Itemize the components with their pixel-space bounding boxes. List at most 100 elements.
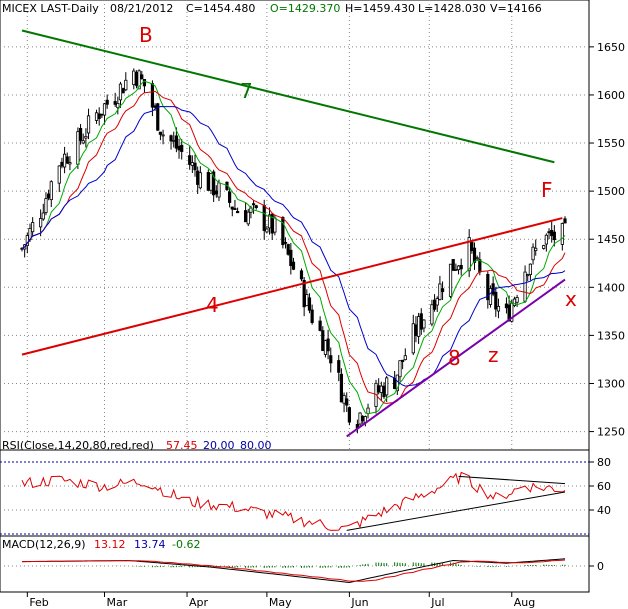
candle-body — [456, 265, 461, 271]
candle-body — [60, 161, 64, 167]
header-symbol: MICEX LAST-Daily — [2, 2, 99, 15]
macd-hist: -0.62 — [172, 538, 200, 551]
candle-body — [132, 70, 136, 85]
annotation-B: B — [139, 23, 153, 47]
candle-body — [39, 218, 43, 228]
price-tick-label-1600: 1600 — [597, 89, 625, 102]
candle-body — [172, 139, 176, 142]
rsi-header: RSI(Close,14,20,80,red,red) 57.45 20.00 … — [2, 439, 272, 452]
candle-body — [526, 274, 530, 277]
candle-body — [361, 416, 365, 422]
candle-body — [78, 127, 83, 141]
price-tick-label-1400: 1400 — [597, 281, 625, 294]
month-label-Jun: Jun — [350, 596, 368, 609]
candle-body — [84, 136, 88, 139]
candle-body — [193, 162, 197, 171]
candle-body — [233, 208, 237, 210]
candle-body — [451, 259, 455, 271]
candle-body — [228, 191, 232, 203]
ma-slow-line — [21, 105, 566, 387]
macd-panel — [0, 535, 590, 593]
price-tick-label-1450: 1450 — [597, 233, 625, 246]
candle-body — [339, 373, 344, 403]
candle-body — [414, 324, 418, 336]
price-panel — [0, 0, 590, 592]
candle-body — [454, 269, 458, 271]
candle-body — [523, 271, 527, 302]
candle-body — [337, 360, 341, 373]
candle-body — [286, 244, 290, 255]
candle-body — [68, 162, 72, 165]
candle-body — [467, 237, 471, 272]
candle-body — [230, 206, 234, 210]
candle-body — [198, 172, 202, 189]
candle-body — [430, 304, 434, 325]
candle-body — [150, 83, 155, 108]
candle-body — [432, 299, 437, 310]
annotation-7: 7 — [240, 79, 253, 103]
month-label-Apr: Apr — [189, 596, 209, 609]
candle-body — [470, 241, 474, 251]
candle-body — [102, 103, 107, 116]
candle-body — [243, 210, 248, 223]
candle-body — [281, 217, 285, 246]
candle-body — [140, 74, 144, 80]
macd-header: MACD(12,26,9) 13.12 13.74 -0.62 — [2, 538, 200, 551]
month-label-Jul: Jul — [430, 596, 444, 609]
candle-body — [302, 279, 306, 308]
candle-body — [419, 313, 423, 330]
rsi-lower: 20.00 — [203, 439, 235, 452]
header-high: H=1459.430 — [345, 2, 415, 15]
annotation-x: x — [565, 287, 577, 311]
candle-body — [472, 247, 477, 263]
candle-body — [76, 131, 80, 165]
candle-body — [342, 395, 346, 404]
candle-body — [142, 79, 147, 87]
candle-body — [47, 193, 51, 199]
header-close: C=1454.480 — [186, 2, 255, 15]
price-tick-label-1350: 1350 — [597, 329, 625, 342]
candle-body — [528, 263, 532, 275]
candle-body — [504, 303, 509, 309]
header-open: O=1429.370 — [270, 2, 340, 15]
rsi-tick-label-80: 80 — [597, 456, 611, 469]
price-header: MICEX LAST-Daily 08/21/2012 C=1454.480 O… — [2, 2, 542, 15]
candle-body — [310, 309, 314, 323]
candle-body — [531, 246, 535, 261]
candle-body — [118, 83, 123, 101]
candle-body — [283, 241, 288, 244]
annotation-8: 8 — [448, 346, 461, 370]
candle-body — [440, 288, 445, 293]
candle-body — [180, 144, 184, 152]
candle-body — [486, 273, 490, 301]
candle-body — [44, 198, 48, 213]
candle-body — [411, 323, 415, 354]
candle-body — [246, 211, 250, 225]
candle-body — [475, 257, 479, 260]
candle-body — [116, 103, 120, 109]
price-gridlines — [0, 0, 589, 592]
candle-body — [25, 235, 29, 247]
candle-body — [86, 115, 91, 134]
rsi-lines — [21, 471, 566, 531]
candle-body — [174, 135, 178, 149]
trendline-8 — [346, 278, 566, 438]
candle-body — [177, 145, 181, 151]
candle-body — [41, 212, 45, 220]
price-candles — [20, 68, 567, 434]
candle-body — [358, 412, 362, 425]
rsi-tick-label-40: 40 — [597, 504, 611, 517]
macd-value: 13.12 — [94, 538, 126, 551]
month-label-May: May — [269, 596, 292, 609]
candle-body — [49, 181, 53, 201]
price-tick-label-1500: 1500 — [597, 185, 625, 198]
candle-body — [262, 205, 266, 231]
y-axes: 1250 1300 1350 1400 1450 1500 1550 1600 1650 40 60… — [589, 41, 625, 573]
annotation-F: F — [541, 178, 553, 202]
candle-body — [134, 72, 139, 86]
candle-body — [417, 316, 421, 337]
candle-body — [217, 182, 221, 198]
candle-body — [544, 234, 548, 245]
price-tick-label-1250: 1250 — [597, 426, 625, 439]
